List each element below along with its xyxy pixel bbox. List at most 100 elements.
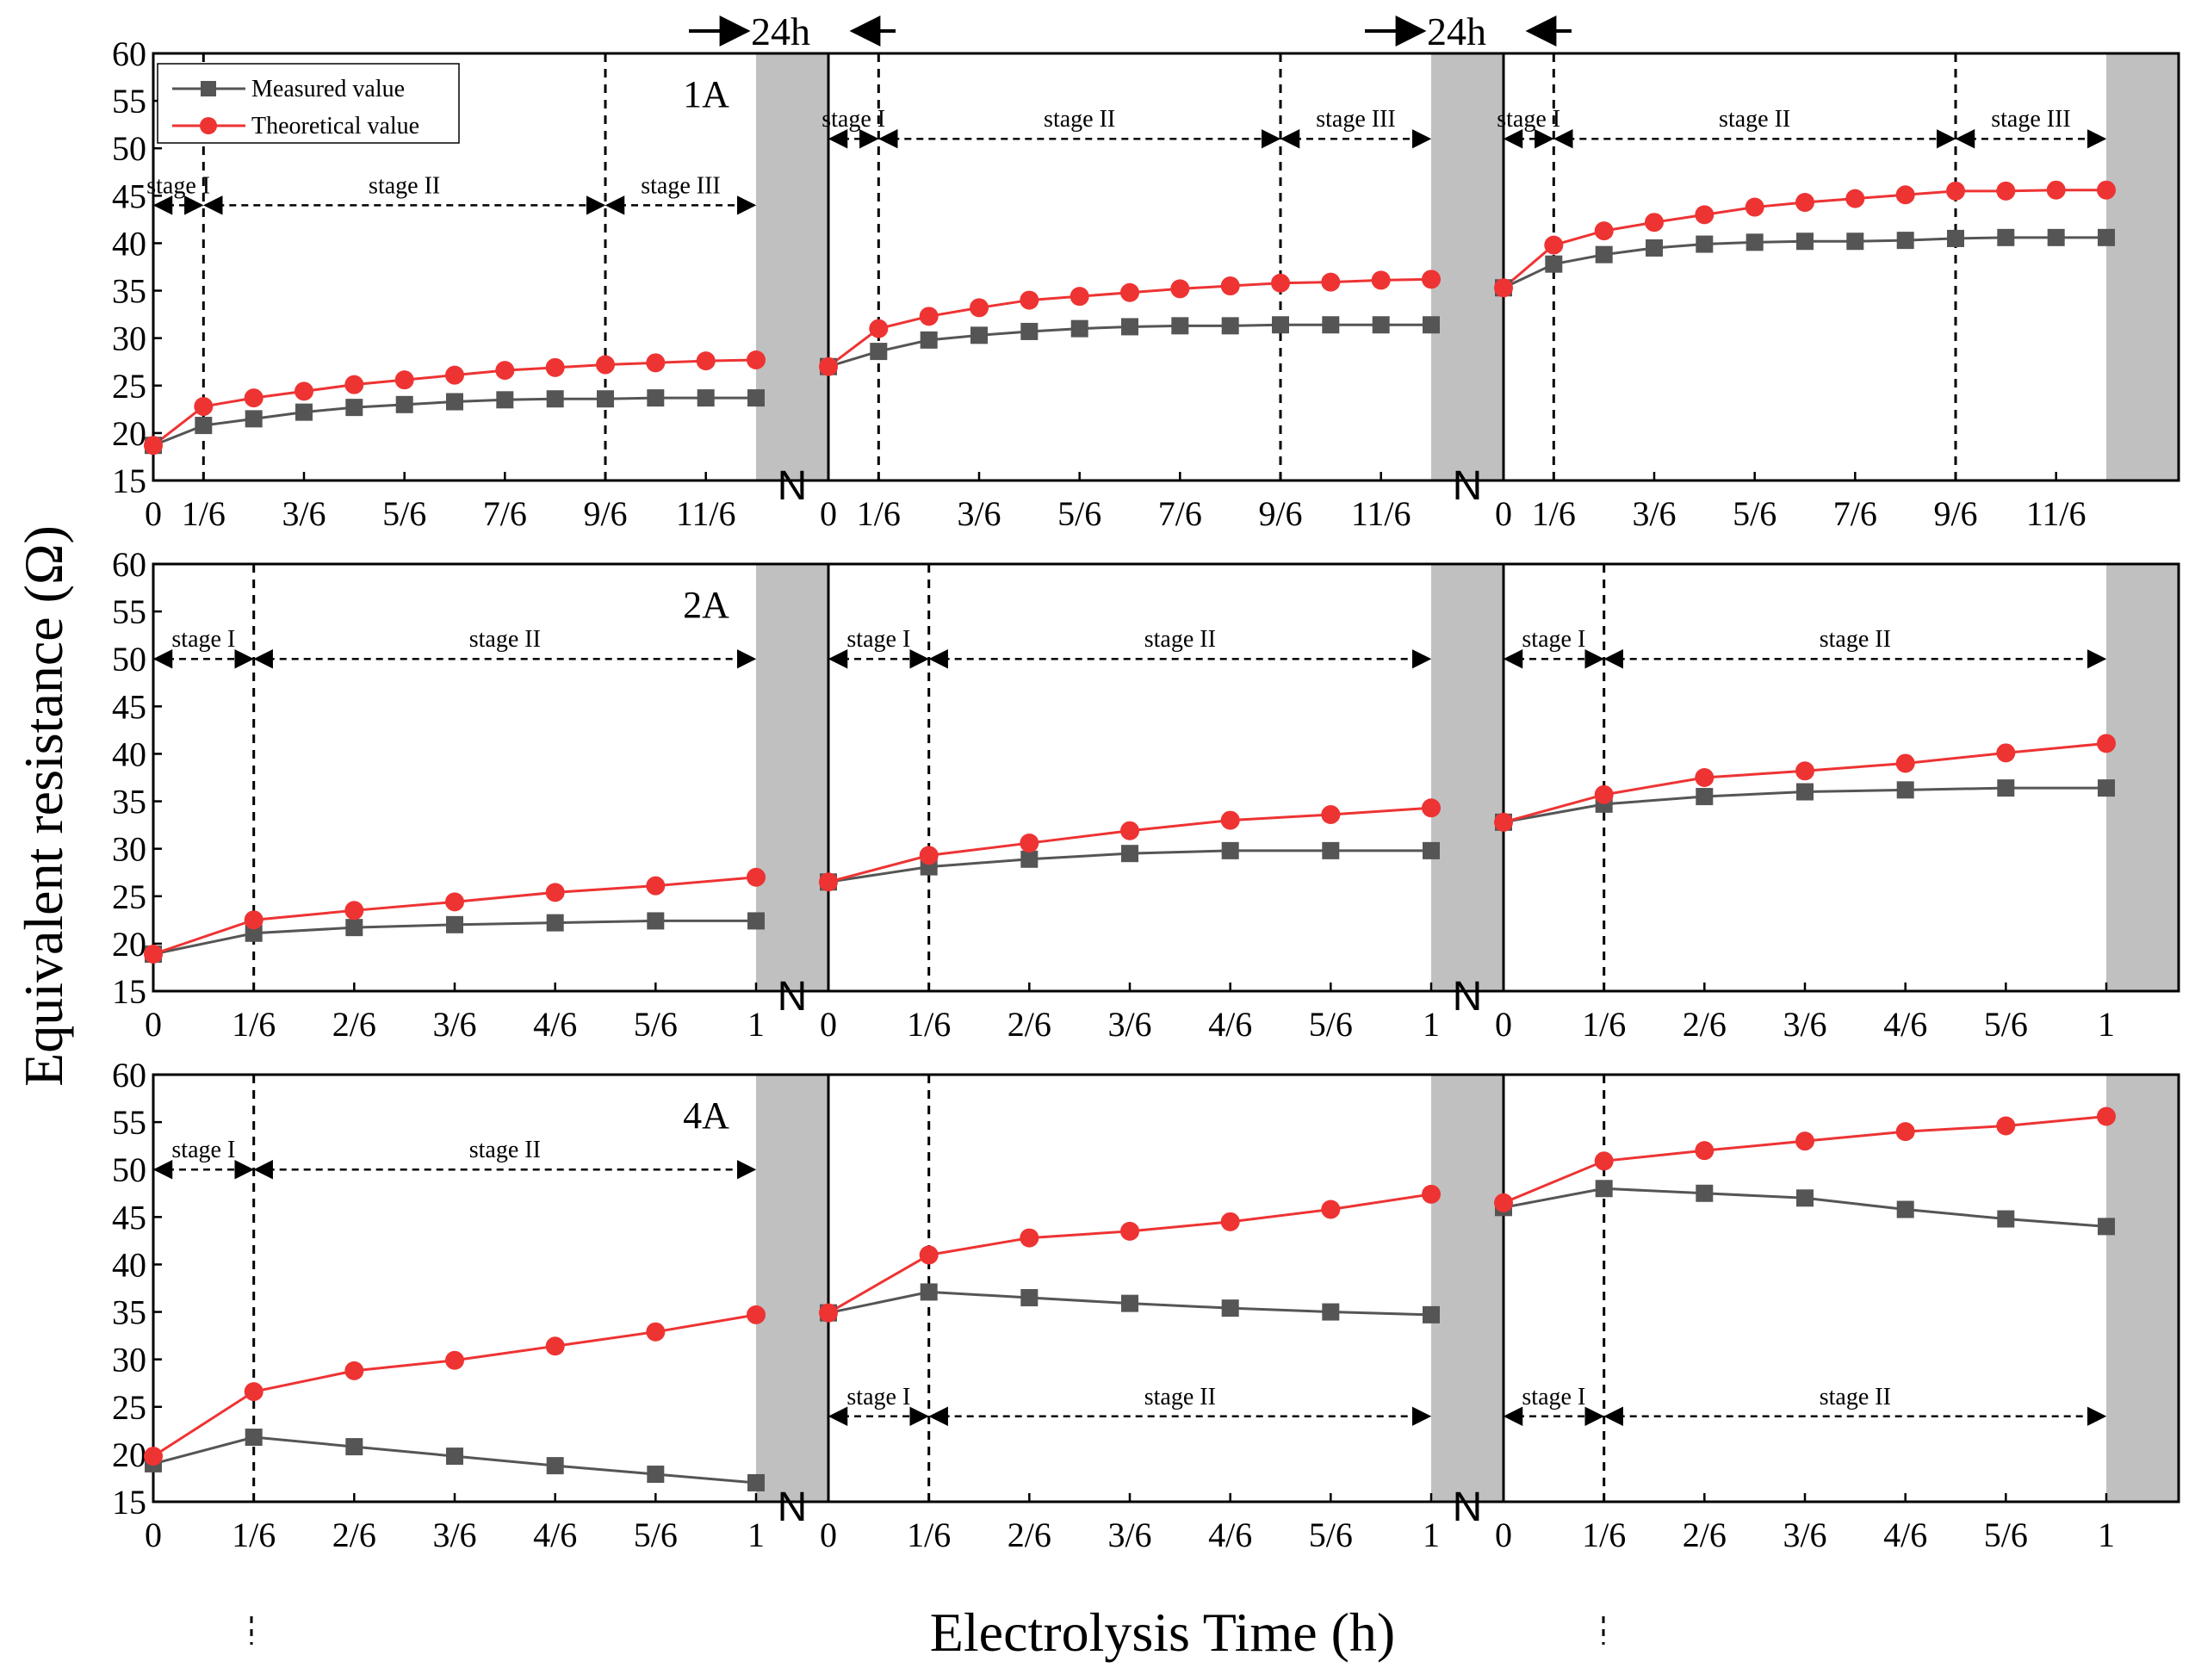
theoretical-point — [747, 350, 766, 370]
x-tick-label: 5/6 — [634, 1005, 678, 1044]
legend-measured-label: Measured value — [251, 76, 405, 102]
measured-point — [2098, 228, 2115, 246]
theoretical-point — [1594, 221, 1614, 241]
x-tick-label: 0 — [1495, 1516, 1512, 1554]
theoretical-point — [1544, 235, 1564, 255]
measured-point — [446, 915, 463, 933]
y-tick-label: 20 — [112, 414, 146, 453]
x-tick-label: 0 — [145, 1516, 162, 1554]
measured-point — [647, 912, 665, 930]
stage-label: stage II — [1144, 1384, 1216, 1410]
measured-point — [697, 389, 715, 407]
measured-point — [295, 403, 313, 421]
theoretical-point — [545, 883, 565, 902]
y-axis-title: Equivalent resistance (Ω) — [13, 525, 74, 1087]
theoretical-point — [869, 319, 889, 338]
measured-point — [747, 912, 765, 930]
measured-point — [1221, 317, 1239, 335]
measured-point — [1846, 232, 1864, 251]
measured-point — [2047, 228, 2065, 246]
legend-measured-marker — [201, 81, 216, 96]
x-tick-label: 1/6 — [907, 1005, 951, 1044]
theoretical-point — [1422, 270, 1441, 289]
x-tick-label: 4/6 — [533, 1005, 577, 1044]
measured-point — [647, 389, 665, 407]
legend: Measured value Theoretical value — [157, 63, 460, 144]
measured-point — [345, 399, 363, 417]
panel-frame — [152, 1073, 2180, 1503]
x-tick-label: 1 — [2098, 1005, 2115, 1044]
x-tick-label: 5/6 — [634, 1516, 678, 1554]
theoretical-point — [1070, 287, 1089, 307]
panel-1A: 15 20 25 30 35 40 45 50 55 60 1A 0 1/6 3/6 5/6 7/6 9/6 11… — [112, 34, 2180, 533]
panel-frame — [152, 52, 2180, 482]
y-tick-label: 35 — [112, 272, 146, 311]
theoretical-point — [646, 876, 666, 896]
x-tick-label: 3/6 — [1107, 1516, 1151, 1554]
theoretical-series-line — [152, 1313, 757, 1458]
measured-point — [1221, 1299, 1239, 1317]
measured-point — [1070, 319, 1088, 338]
n-marker: N — [1453, 974, 1483, 1020]
measured-point — [1997, 779, 2015, 797]
measured-point — [1423, 316, 1440, 334]
gray-band — [756, 564, 828, 991]
stage-label: stage II — [1044, 106, 1115, 133]
measured-point — [1896, 781, 1914, 799]
x-axis-title: Electrolysis Time (h) — [930, 1602, 1395, 1663]
theoretical-point — [445, 892, 464, 912]
theoretical-point — [1795, 193, 1814, 213]
x-tick-label: 0 — [820, 494, 837, 533]
theoretical-point — [2097, 180, 2116, 200]
theoretical-point — [1795, 1131, 1814, 1151]
measured-point — [1171, 317, 1189, 335]
theoretical-point — [344, 1361, 364, 1380]
theoretical-point — [1120, 282, 1139, 302]
measured-point — [1322, 316, 1340, 334]
theoretical-point — [1594, 784, 1614, 804]
gap-annotation-1: 24h — [689, 9, 896, 53]
y-tick-label: 40 — [112, 224, 146, 263]
y-tick-label: 55 — [112, 82, 146, 121]
measured-point — [446, 393, 463, 411]
measured-point — [1020, 322, 1039, 340]
theoretical-point — [194, 397, 214, 417]
measured-point — [1796, 232, 1814, 251]
n-marker: N — [1453, 463, 1483, 509]
y-tick-label: 60 — [112, 545, 146, 584]
x-tick-label: 1 — [1423, 1005, 1440, 1044]
x-tick-label: 5/6 — [1984, 1005, 2028, 1044]
measured-point — [395, 395, 413, 413]
y-tick-label: 45 — [112, 687, 146, 726]
measured-point — [1896, 232, 1914, 250]
theoretical-point — [545, 357, 565, 377]
x-tick-label: 11/6 — [2026, 494, 2086, 533]
panel-2A: 15 20 25 30 35 40 45 50 55 60 2A 0 1/6 2/6 3/6 4/6 5/6 1 s… — [112, 545, 2180, 1044]
legend-theoretical-label: Theoretical value — [251, 113, 419, 139]
measured-point — [647, 1466, 665, 1484]
theoretical-point — [919, 1245, 939, 1265]
x-tick-label: 2/6 — [332, 1005, 376, 1044]
x-tick-label: 4/6 — [1883, 1516, 1927, 1554]
measured-point — [245, 924, 263, 942]
theoretical-point — [1271, 273, 1290, 293]
theoretical-point — [646, 1322, 666, 1342]
x-tick-label: 0 — [1495, 494, 1512, 533]
theoretical-point — [1220, 810, 1240, 830]
theoretical-point — [1996, 181, 2016, 201]
panel-4A: 15 20 25 30 35 40 45 50 55 60 4A 0 1/6 2/6 3/6 4/6 5/6 1 s… — [112, 1056, 2180, 1554]
y-tick-label: 25 — [112, 1388, 146, 1427]
theoretical-point — [1795, 761, 1814, 781]
x-tick-label: 0 — [145, 494, 162, 533]
stage-label: stage II — [369, 172, 440, 199]
stage-label: stage I — [1497, 106, 1560, 133]
gray-band — [2106, 53, 2179, 480]
measured-point — [1322, 1303, 1340, 1321]
theoretical-point — [244, 388, 264, 408]
measured-point — [1595, 1180, 1613, 1198]
stage-label: stage I — [846, 1384, 910, 1410]
measured-point — [245, 410, 263, 428]
measured-point — [1372, 316, 1390, 334]
